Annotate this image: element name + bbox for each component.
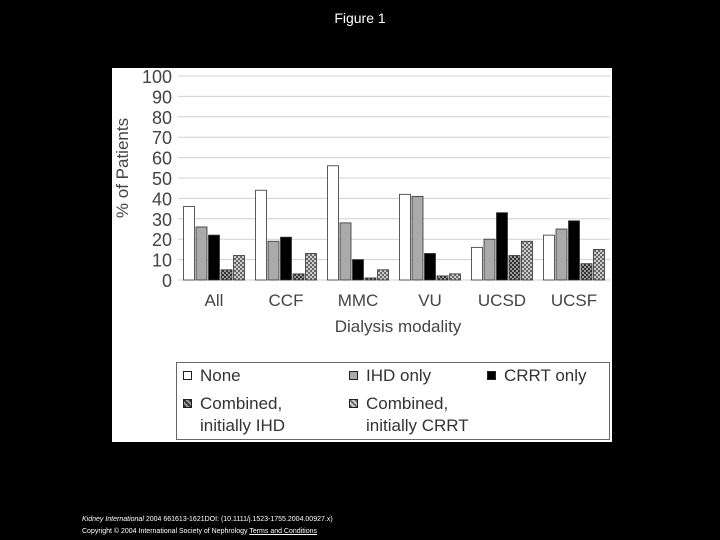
bar [195, 226, 208, 281]
copyright-line: Copyright © 2004 International Society o… [82, 528, 317, 535]
bar [424, 253, 436, 281]
bar [508, 255, 521, 281]
bar [183, 206, 195, 281]
y-tick-label: 30 [152, 210, 172, 230]
legend-label: None [200, 366, 241, 385]
y-tick-label: 10 [152, 251, 172, 271]
legend-swatch [183, 399, 192, 408]
x-tick-label: MMC [338, 291, 379, 310]
citation-text: 2004 661613-1621DOI: (10.1111/j.1523-175… [143, 516, 333, 523]
terms-link[interactable]: Terms and Conditions [249, 528, 318, 535]
bar [471, 246, 483, 281]
legend-item: IHD only [349, 365, 431, 387]
citation-line: Kidney International 2004 661613-1621DOI… [82, 516, 333, 523]
x-tick-label: CCF [269, 291, 304, 310]
y-tick-label: 100 [142, 68, 172, 87]
bar [436, 275, 449, 281]
bar [280, 236, 292, 281]
legend-swatch [349, 399, 358, 408]
legend-item: Combined, initially IHD [183, 393, 285, 437]
legend-label: CRRT only [504, 366, 587, 385]
chart-legend: None IHD only CRRT only Combined, initially … [176, 362, 610, 440]
bar [411, 195, 424, 281]
y-tick-label: 90 [152, 87, 172, 107]
bar [543, 234, 555, 281]
legend-item: Combined, initially CRRT [349, 393, 469, 437]
bar [233, 255, 245, 281]
bar [555, 228, 568, 281]
grid-lines [178, 75, 610, 281]
bar [483, 238, 496, 281]
bar [449, 273, 461, 281]
bar [327, 165, 339, 281]
bar [352, 259, 364, 281]
bar [568, 220, 580, 281]
copyright-text: Copyright © 2004 International Society o… [82, 528, 248, 535]
bar [580, 263, 593, 281]
bar [521, 240, 533, 281]
legend-item: None [183, 365, 241, 387]
x-tick-label: All [205, 291, 224, 310]
x-axis-label: Dialysis modality [335, 317, 462, 336]
legend-swatch [349, 371, 358, 380]
x-tick-label: UCSF [551, 291, 597, 310]
x-tick-label: UCSD [478, 291, 526, 310]
y-tick-label: 0 [162, 271, 172, 291]
bar [364, 277, 377, 281]
y-tick-label: 60 [152, 149, 172, 169]
bars [183, 165, 605, 281]
bar [267, 240, 280, 281]
bar [593, 248, 605, 281]
figure-title: Figure 1 [334, 10, 386, 26]
legend-label: Combined, initially IHD [200, 394, 286, 435]
legend-swatch [183, 371, 192, 380]
bar [220, 269, 233, 281]
legend-swatch [487, 371, 496, 380]
legend-label: IHD only [366, 366, 432, 385]
bar [377, 269, 389, 281]
bar [399, 193, 411, 281]
bar [496, 212, 508, 281]
journal-name: Kidney International [82, 516, 144, 523]
y-tick-label: 70 [152, 128, 172, 148]
y-tick-label: 40 [152, 189, 172, 209]
legend-item: CRRT only [487, 365, 587, 387]
x-tick-label: VU [418, 291, 442, 310]
bar [208, 234, 220, 281]
y-tick-label: 80 [152, 108, 172, 128]
legend-label: Combined, initially CRRT [366, 394, 469, 435]
y-tick-label: 20 [152, 230, 172, 250]
y-axis-label: % of Patients [113, 118, 132, 218]
bar [255, 189, 267, 281]
bar [292, 273, 305, 281]
x-tick-labels: All CCF MMC VU UCSD UCSF [205, 291, 598, 310]
bar [305, 253, 317, 281]
y-tick-label: 50 [152, 169, 172, 189]
bar [339, 222, 352, 281]
